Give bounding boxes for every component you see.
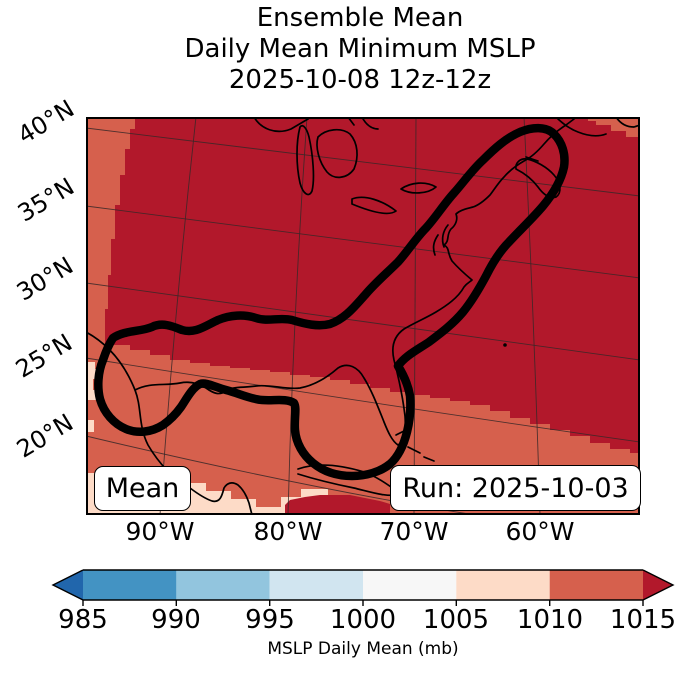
lake-superior	[253, 117, 311, 133]
cbar-tick-995: 995	[245, 605, 295, 635]
cbar-tick-1015: 1015	[609, 605, 677, 635]
mean-annotation-box: Mean	[94, 466, 191, 511]
run-annotation-text: Run: 2025-10-03	[402, 472, 629, 504]
lat-tick-30n: 30°N	[11, 251, 79, 307]
lake-ontario	[400, 182, 437, 194]
coast-delaware	[432, 234, 439, 256]
gridline-70w	[413, 117, 417, 515]
colorbar-seg-1005-1010	[456, 570, 550, 600]
colorbar-axis-label: MSLP Daily Mean (mb)	[267, 639, 459, 659]
lat-tick-20n: 20°N	[11, 408, 79, 464]
cbar-tick-990: 990	[151, 605, 201, 635]
lon-tick-80w: 80°W	[253, 517, 323, 546]
title-line-3: 2025-10-08 12z-12z	[228, 65, 492, 95]
coastlines	[86, 117, 640, 515]
map-canvas	[86, 117, 640, 515]
map-fill-over-1015-south	[285, 495, 390, 515]
coast-bahamas	[395, 430, 435, 462]
cbar-tick-1005: 1005	[422, 605, 490, 635]
coast-pei	[525, 156, 539, 162]
lat-tick-25n: 25°N	[10, 328, 78, 384]
colorbar-over-arrow	[643, 570, 673, 600]
lon-tick-60w: 60°W	[505, 517, 575, 546]
cbar-tick-1010: 1010	[516, 605, 584, 635]
lat-tick-40n: 40°N	[12, 94, 80, 150]
colorbar-under-arrow	[53, 570, 83, 600]
lon-tick-70w: 70°W	[379, 517, 449, 546]
colorbar-seg-995-1000	[269, 570, 364, 600]
run-annotation-box: Run: 2025-10-03	[390, 465, 641, 511]
map-frame	[86, 117, 640, 515]
gridline-80w	[287, 117, 308, 515]
gridline-90w	[159, 117, 197, 515]
lake-huron	[316, 128, 358, 179]
figure-title: Ensemble Mean Daily Mean Minimum MSLP 20…	[60, 3, 660, 96]
coast-chesapeake	[441, 224, 449, 248]
mean-annotation-text: Mean	[105, 473, 180, 504]
thick-contour	[94, 123, 569, 481]
cbar-tick-985: 985	[58, 605, 108, 635]
lake-michigan	[296, 124, 315, 196]
gridline-25n	[86, 357, 640, 443]
coast-st-lawrence	[555, 117, 607, 137]
colorbar-seg-1010-1015	[549, 570, 644, 600]
map-fill-1010-1015-ne	[588, 117, 640, 137]
bermuda-dot	[503, 343, 507, 347]
colorbar-seg-1000-1005	[363, 570, 457, 600]
cbar-tick-1000: 1000	[329, 605, 397, 635]
map-fill-1010-1015	[86, 117, 640, 515]
gridline-60w	[523, 117, 541, 515]
colorbar-outline	[51, 569, 675, 601]
lon-tick-90w: 90°W	[125, 517, 195, 546]
coast-gulf-eastcoast	[134, 118, 575, 446]
colorbar-seg-985-990	[83, 570, 177, 600]
colorbar-seg-990-995	[176, 570, 270, 600]
lake-erie	[351, 196, 397, 215]
title-line-1: Ensemble Mean	[256, 3, 464, 33]
title-line-2: Daily Mean Minimum MSLP	[184, 34, 536, 64]
lat-tick-35n: 35°N	[12, 172, 80, 228]
colorbar	[51, 569, 675, 606]
colorbar-ticks	[82, 600, 644, 606]
gridline-35n	[86, 205, 640, 279]
